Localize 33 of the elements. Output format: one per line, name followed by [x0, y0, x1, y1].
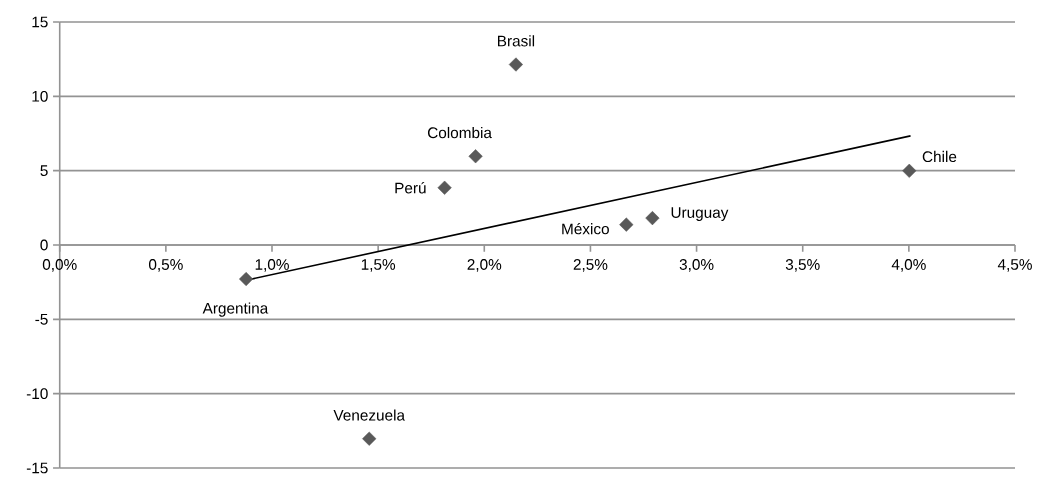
point [508, 57, 523, 72]
x-tick-label: 4,0% [891, 259, 926, 272]
annotation: Colombia [427, 126, 492, 139]
y-tick-label: 15 [32, 16, 48, 28]
point [437, 180, 452, 195]
x-tick-label: 0,0% [42, 259, 77, 272]
x-tick-label: 0,5% [148, 259, 183, 272]
y-tick-label: -5 [35, 313, 48, 325]
x-tick-label: 2,5% [573, 259, 608, 272]
point [468, 149, 483, 164]
annotation: México [562, 222, 609, 235]
annotation: Chile [922, 150, 957, 163]
y-tick-label: -15 [26, 462, 48, 474]
point [902, 163, 917, 178]
x-tick-label: 2,0% [467, 259, 502, 272]
x-tick-label: 3,5% [785, 259, 820, 272]
y-tick-label: 10 [32, 90, 48, 102]
y-tick-label: 0 [40, 239, 48, 251]
x-tick-label: 4,5% [997, 259, 1032, 272]
x-tick-label: 1,5% [361, 259, 396, 272]
annotation: Brasil [498, 35, 535, 47]
y-tick-label: -10 [26, 388, 48, 400]
point [239, 271, 254, 287]
point [362, 431, 377, 446]
x-tick-label: 3,0% [679, 259, 714, 272]
annotation: Uruguay [671, 207, 729, 221]
x-tick-label: 1,0% [255, 259, 289, 272]
point [619, 217, 634, 232]
annotation: Perú [395, 182, 426, 194]
annotation: Argentina [202, 302, 269, 317]
y-tick-label: 5 [40, 165, 48, 177]
point [645, 211, 660, 226]
annotation: Venezuela [333, 409, 406, 421]
